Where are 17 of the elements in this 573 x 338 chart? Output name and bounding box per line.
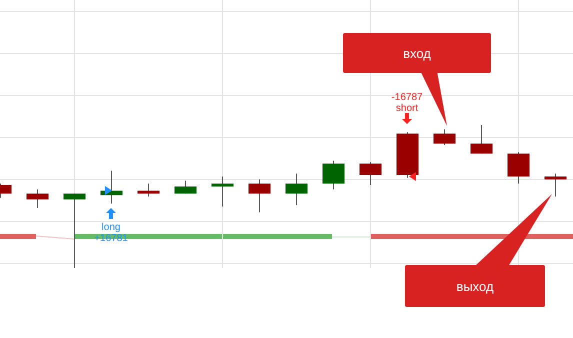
candlestick <box>286 173 308 206</box>
candlestick <box>64 193 86 268</box>
candlestick <box>26 188 48 208</box>
candlestick <box>360 162 382 186</box>
annotation: +16781 <box>94 233 128 244</box>
text: -16787 <box>391 92 423 103</box>
candlestick <box>470 124 492 154</box>
candlestick <box>322 160 344 190</box>
candlestick <box>508 152 530 184</box>
text: short <box>396 103 418 114</box>
candlestick <box>434 128 456 146</box>
annotation: long <box>102 222 120 233</box>
candlestick <box>248 178 270 213</box>
candlestick <box>212 176 234 208</box>
callout-box: выход <box>405 265 545 307</box>
candlestick <box>174 180 196 194</box>
candlestick <box>544 173 566 197</box>
